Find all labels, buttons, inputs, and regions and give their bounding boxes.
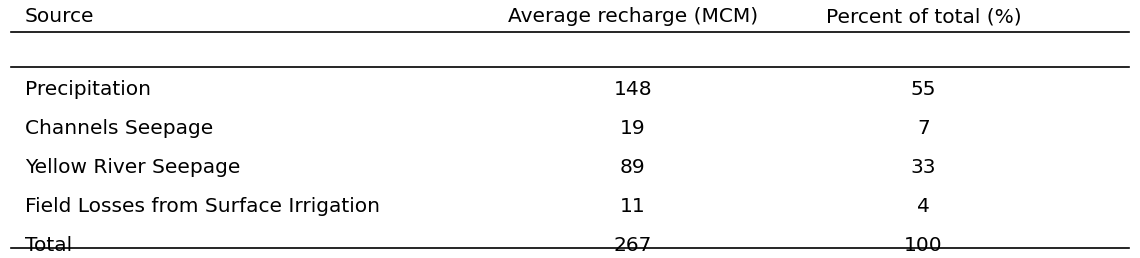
Text: Channels Seepage: Channels Seepage bbox=[25, 119, 213, 138]
Text: 148: 148 bbox=[613, 79, 652, 99]
Text: 89: 89 bbox=[620, 158, 645, 177]
Text: Precipitation: Precipitation bbox=[25, 79, 152, 99]
Text: 11: 11 bbox=[620, 197, 645, 216]
Text: Average recharge (MCM): Average recharge (MCM) bbox=[507, 7, 758, 26]
Text: Field Losses from Surface Irrigation: Field Losses from Surface Irrigation bbox=[25, 197, 380, 216]
Text: 100: 100 bbox=[904, 236, 943, 255]
Text: 55: 55 bbox=[911, 79, 936, 99]
Text: 33: 33 bbox=[911, 158, 936, 177]
Text: Source: Source bbox=[25, 7, 95, 26]
Text: Yellow River Seepage: Yellow River Seepage bbox=[25, 158, 241, 177]
Text: 19: 19 bbox=[620, 119, 645, 138]
Text: Percent of total (%): Percent of total (%) bbox=[825, 7, 1021, 26]
Text: Total: Total bbox=[25, 236, 72, 255]
Text: 7: 7 bbox=[917, 119, 930, 138]
Text: 267: 267 bbox=[613, 236, 652, 255]
Text: 4: 4 bbox=[917, 197, 930, 216]
